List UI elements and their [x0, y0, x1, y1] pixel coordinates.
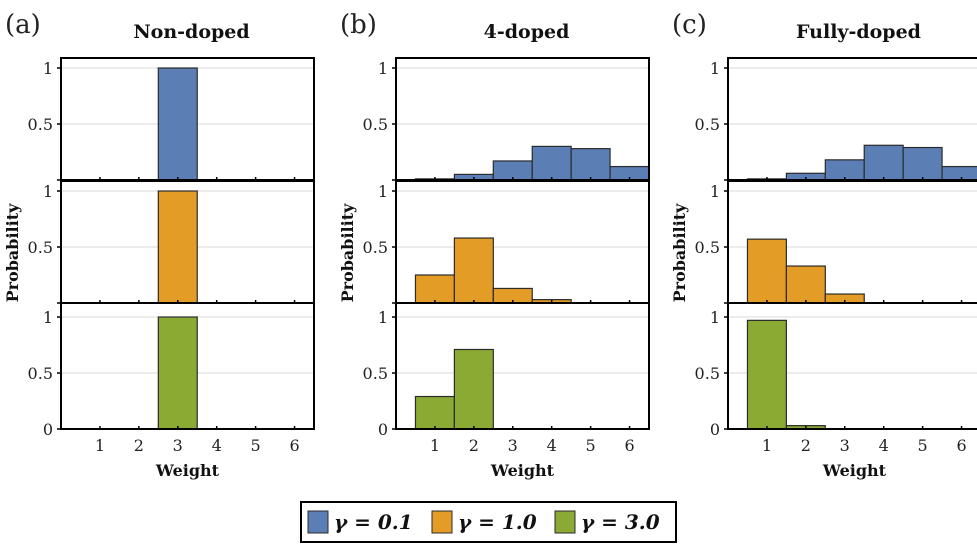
bar-2: [453, 348, 494, 430]
y-axis-label: Probability: [670, 203, 689, 303]
y-tick-label: 0.5: [695, 364, 720, 383]
x-tick-label: 5: [586, 436, 596, 455]
y-tick-label: 1: [378, 59, 388, 78]
bar-3: [157, 190, 198, 304]
bar-4: [531, 145, 572, 181]
panel-label: (c): [672, 10, 707, 40]
x-tick-label: 3: [508, 436, 518, 455]
subplot-3: 00.51: [28, 302, 315, 439]
y-tick-label: 0: [378, 420, 388, 439]
bar-5: [570, 148, 611, 181]
y-tick-label: 1: [378, 308, 388, 327]
x-axis-label: Weight: [490, 461, 555, 480]
x-tick-label: 4: [547, 436, 557, 455]
x-tick-label: 6: [956, 436, 966, 455]
x-tick-label: 4: [212, 436, 222, 455]
y-tick-label: 1: [710, 182, 720, 201]
legend-frame: [300, 501, 677, 543]
subplot-frame: [395, 302, 650, 430]
subplot-3: 00.51: [363, 302, 650, 439]
subplot-1: 0.51: [363, 57, 650, 181]
y-tick-label: 0.5: [28, 115, 53, 134]
subplot-3: 00.51: [695, 302, 977, 439]
y-tick-label: 1: [710, 59, 720, 78]
bar-1: [746, 238, 787, 304]
y-tick-label: 0.5: [695, 238, 720, 257]
x-axis-label: Weight: [155, 461, 220, 480]
y-axis-label: Probability: [3, 203, 22, 303]
subplot-frame: [727, 302, 977, 430]
x-axis-label: Weight: [822, 461, 887, 480]
bar-3: [824, 159, 865, 181]
y-tick-label: 0: [710, 420, 720, 439]
legend-swatch: [431, 510, 453, 534]
x-tick-label: 2: [469, 436, 479, 455]
bar-5: [902, 146, 943, 181]
y-tick-label: 0.5: [28, 238, 53, 257]
x-tick-label: 3: [840, 436, 850, 455]
x-tick-label: 1: [95, 436, 105, 455]
legend: γ = 0.1 γ = 1.0 γ = 3.0: [300, 501, 677, 543]
legend-label: γ = 3.0: [581, 510, 660, 534]
x-tick-label: 6: [289, 436, 299, 455]
bar-4: [863, 144, 904, 181]
panel-title: 4-doped: [484, 21, 570, 43]
bar-1: [746, 319, 787, 430]
x-tick-label: 2: [801, 436, 811, 455]
y-tick-label: 0.5: [363, 115, 388, 134]
legend-swatch: [307, 510, 329, 534]
subplot-frame: [60, 302, 315, 430]
bar-1: [414, 274, 455, 304]
x-tick-label: 4: [879, 436, 889, 455]
x-tick-label: 2: [134, 436, 144, 455]
subplot-1: 0.51: [28, 57, 315, 181]
y-tick-label: 0.5: [695, 115, 720, 134]
y-tick-label: 1: [43, 59, 53, 78]
y-axis-label: Probability: [338, 203, 357, 303]
panel-label: (b): [340, 10, 377, 40]
bar-3: [157, 67, 198, 181]
subplot-1: 0.51: [695, 57, 977, 181]
bar-3: [157, 316, 198, 430]
x-tick-label: 5: [918, 436, 928, 455]
legend-label: γ = 0.1: [334, 510, 413, 534]
x-tick-label: 6: [624, 436, 634, 455]
panel-title: Fully-doped: [796, 21, 921, 43]
legend-label: γ = 1.0: [458, 510, 537, 534]
y-tick-label: 0.5: [28, 364, 53, 383]
y-tick-label: 1: [710, 308, 720, 327]
x-tick-label: 1: [762, 436, 772, 455]
subplot-2: 0.51: [28, 180, 315, 304]
y-tick-label: 1: [43, 308, 53, 327]
y-tick-label: 0: [43, 420, 53, 439]
bar-1: [414, 395, 455, 430]
subplot-2: 0.51: [695, 180, 977, 304]
panel-label: (a): [5, 10, 41, 40]
x-tick-label: 3: [173, 436, 183, 455]
legend-swatch: [554, 510, 576, 534]
bar-2: [785, 265, 826, 304]
y-tick-label: 0.5: [363, 364, 388, 383]
bar-6: [941, 165, 977, 181]
y-tick-label: 1: [43, 182, 53, 201]
x-tick-label: 5: [251, 436, 261, 455]
bar-2: [453, 237, 494, 304]
y-tick-label: 1: [378, 182, 388, 201]
x-tick-label: 1: [430, 436, 440, 455]
panel-title: Non-doped: [133, 21, 249, 43]
subplot-2: 0.51: [363, 180, 650, 304]
y-tick-label: 0.5: [363, 238, 388, 257]
